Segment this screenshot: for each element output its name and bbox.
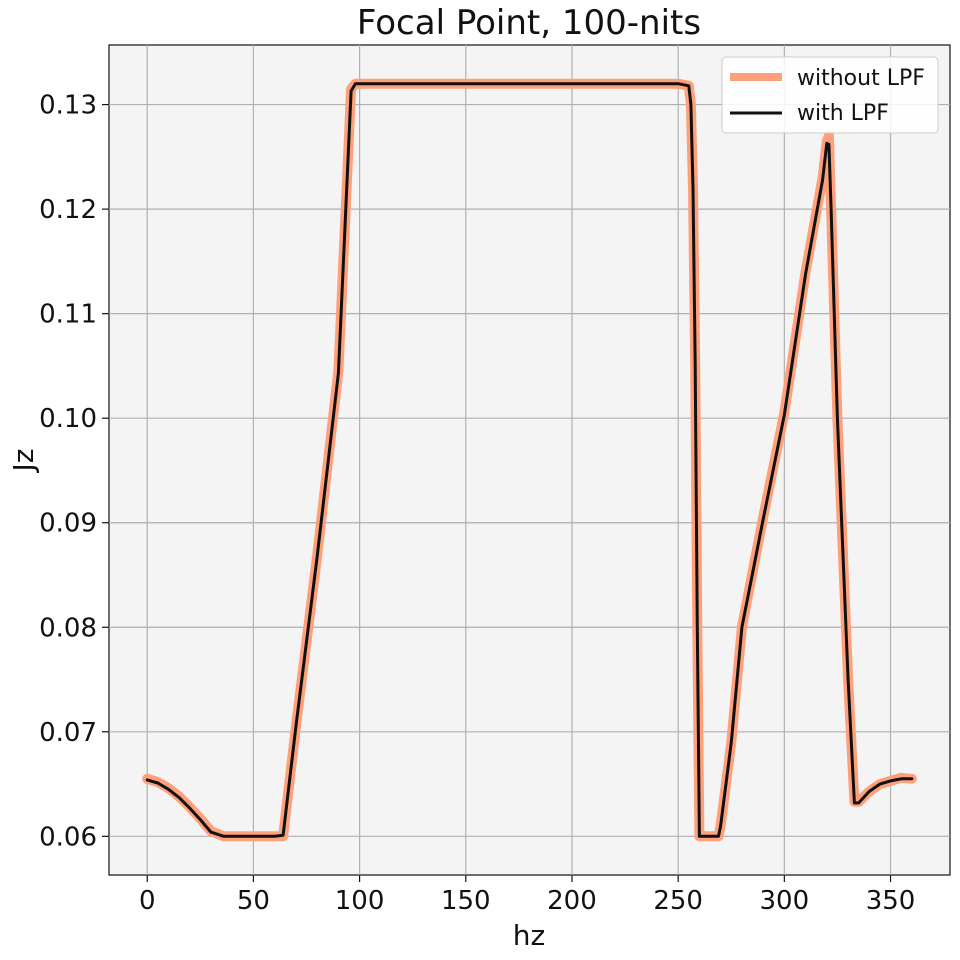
x-tick-label: 100 [335, 886, 385, 916]
y-tick-label: 0.11 [39, 300, 97, 330]
legend: without LPF with LPF [721, 56, 939, 134]
y-tick-label: 0.12 [39, 195, 97, 225]
x-tick-label: 350 [866, 886, 916, 916]
series-line-with-lpf [145, 82, 914, 838]
y-tick-label: 0.13 [39, 91, 97, 121]
x-tick-label: 200 [547, 886, 597, 916]
x-tick-label: 0 [139, 886, 156, 916]
x-axis-label: hz [513, 919, 545, 952]
y-tick-label: 0.09 [39, 509, 97, 539]
chart-title: Focal Point, 100-nits [357, 3, 701, 43]
y-tick-label: 0.10 [39, 404, 97, 434]
x-tick-label: 50 [237, 886, 270, 916]
legend-label-with-lpf: with LPF [797, 101, 889, 126]
x-tick-label: 150 [441, 886, 491, 916]
legend-label-without-lpf: without LPF [797, 66, 925, 91]
y-tick-label: 0.07 [39, 718, 97, 748]
axes: 0 50 100 150 200 250 300 350 0.06 0.07 0.08 0.09 0.1… [39, 91, 915, 916]
plot-area [108, 44, 951, 876]
x-tick-label: 250 [653, 886, 703, 916]
y-axis-label: Jz [7, 449, 40, 474]
y-tick-label: 0.06 [39, 822, 97, 852]
series-layer [142, 78, 917, 842]
y-tick-label: 0.08 [39, 613, 97, 643]
x-tick-label: 300 [760, 886, 810, 916]
